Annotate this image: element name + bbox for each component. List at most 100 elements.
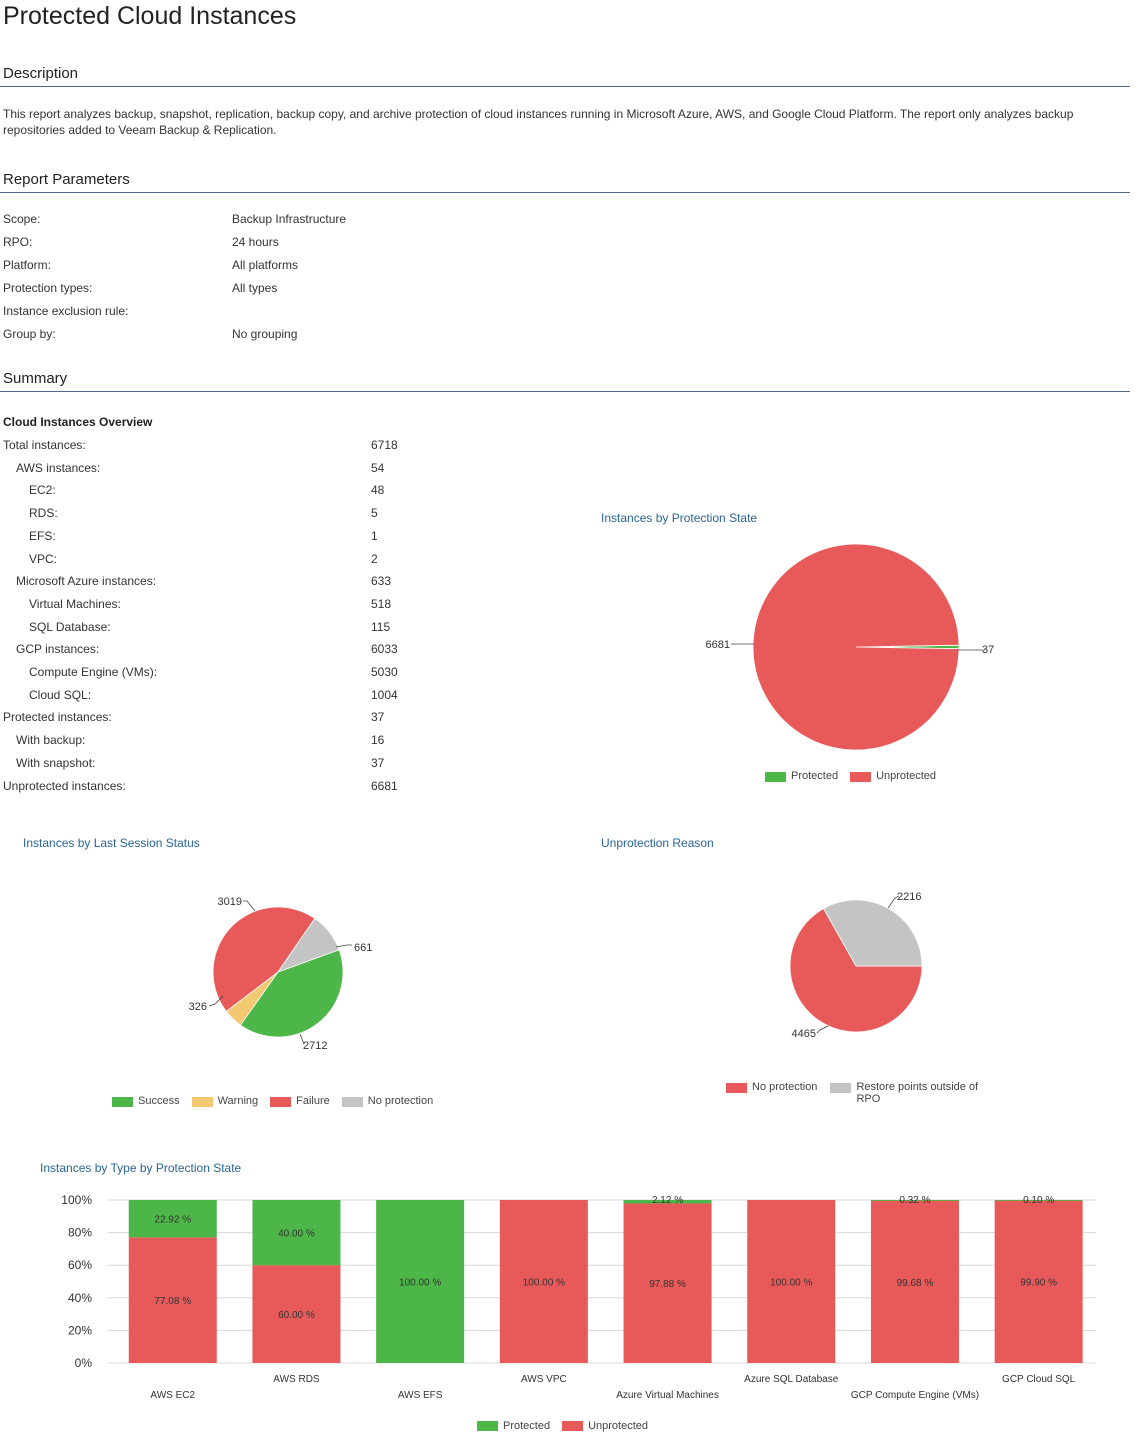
legend-item-restore-points-outside-of-rpo: Restore points outside of RPO — [830, 1081, 986, 1105]
overview-row-value: 2 — [371, 551, 378, 566]
y-tick-label: 80% — [68, 1226, 92, 1240]
bar-segment-protected — [128, 1200, 217, 1238]
page-title: Protected Cloud Instances — [3, 2, 297, 30]
overview-row-label: With snapshot: — [16, 755, 96, 770]
pie-slice-no-protection — [276, 917, 340, 973]
pie-slice-no-protection — [789, 907, 923, 1033]
parameter-label: Instance exclusion rule: — [3, 304, 129, 318]
legend-label: Protected — [791, 770, 839, 782]
pie-label-leader — [243, 900, 256, 912]
unprotection-reason-pie-chart: 4465 2216 — [789, 891, 923, 1040]
y-tick-label: 20% — [68, 1323, 92, 1337]
legend-item-warning: Warning — [191, 1095, 259, 1107]
chart-title-protection-state: Instances by Protection State — [601, 511, 758, 525]
parameter-label: Platform: — [3, 258, 52, 272]
parameter-value: Backup Infrastructure — [232, 212, 347, 226]
description-divider — [0, 86, 1130, 87]
y-tick-label: 0% — [75, 1356, 93, 1370]
overview-row-label: EC2: — [29, 483, 56, 498]
bar-segment-unprotected — [747, 1200, 836, 1363]
bar-data-label: 99.90 % — [1020, 1278, 1057, 1289]
y-tick-label: 60% — [68, 1258, 92, 1272]
bar-data-label: 100.00 % — [523, 1278, 565, 1289]
bar-segment-unprotected — [499, 1200, 588, 1363]
parameter-label: Group by: — [3, 327, 56, 341]
parameters-divider — [0, 192, 1130, 193]
x-category-label: Azure Virtual Machines — [616, 1390, 719, 1401]
legend-swatch — [341, 1097, 363, 1107]
y-tick-label: 100% — [61, 1193, 92, 1207]
overview-row-value: 1004 — [371, 687, 398, 702]
pie-data-label: 4465 — [792, 1028, 816, 1040]
overview-row-value: 54 — [371, 460, 385, 475]
last-session-pie-chart: 2712 326 3019 661 — [189, 896, 373, 1052]
overview-row-label: Compute Engine (VMs): — [29, 665, 158, 679]
pie-label-leader — [335, 944, 352, 948]
chart-title-type-by-state: Instances by Type by Protection State — [40, 1161, 242, 1175]
legend-label: Restore points outside of RPO — [856, 1081, 979, 1105]
last-session-legend: Success Warning Failure No protection — [112, 1095, 445, 1109]
bar-segment-unprotected — [870, 1200, 959, 1363]
pie-label-leader — [887, 895, 900, 909]
pie-slice-success — [239, 949, 344, 1038]
legend-swatch — [477, 1421, 498, 1431]
overview-row-label: GCP instances: — [16, 642, 100, 657]
bar-data-label: 2.12 % — [652, 1195, 683, 1206]
overview-row-label: SQL Database: — [29, 619, 111, 634]
bar-data-label: 97.88 % — [649, 1279, 686, 1290]
legend-swatch — [270, 1097, 292, 1107]
overview-row-label: EFS: — [29, 528, 56, 543]
bar-segment-unprotected — [623, 1203, 712, 1363]
bar-data-label: 77.08 % — [154, 1296, 191, 1307]
pie-data-label: 326 — [189, 1001, 207, 1013]
overview-row-value: 16 — [371, 733, 385, 748]
unprotection-reason-legend: No protection Restore points outside of R… — [726, 1081, 999, 1105]
legend-item-unprotected: Unprotected — [562, 1420, 648, 1432]
bar-segment-protected — [623, 1200, 712, 1204]
pie-data-label: 37 — [982, 644, 994, 656]
bar-segment-protected — [252, 1200, 341, 1266]
overview-row-value: 37 — [371, 710, 385, 725]
parameter-label: Protection types: — [3, 281, 93, 295]
bar-segment-protected — [376, 1200, 465, 1363]
legend-swatch — [726, 1083, 747, 1093]
legend-item-no-protection: No protection — [341, 1095, 433, 1107]
bar-segment-protected — [994, 1200, 1083, 1201]
x-category-label: AWS EFS — [398, 1390, 443, 1401]
legend-item-protected: Protected — [477, 1420, 550, 1432]
bar-data-label: 100.00 % — [770, 1278, 812, 1289]
legend-swatch — [830, 1083, 852, 1093]
legend-item-failure: Failure — [270, 1095, 330, 1107]
legend-swatch — [112, 1097, 133, 1107]
x-category-label: Azure SQL Database — [744, 1374, 839, 1385]
overview-row-label: Cloud SQL: — [29, 687, 92, 702]
overview-row-value: 5030 — [371, 665, 398, 679]
legend-label: No protection — [752, 1081, 818, 1093]
overview-heading: Cloud Instances Overview — [3, 415, 153, 429]
pie-label-leader — [299, 1033, 305, 1045]
overview-row-label: With backup: — [16, 733, 86, 748]
parameter-value: 24 hours — [232, 235, 279, 249]
bar-segment-unprotected — [252, 1265, 341, 1363]
description-heading: Description — [3, 65, 79, 82]
protection-state-legend: Protected Unprotected — [765, 770, 948, 784]
legend-label: Warning — [217, 1095, 259, 1107]
overview-row-value: 1 — [371, 528, 378, 543]
overview-row-label: Unprotected instances: — [3, 778, 126, 793]
parameter-label: RPO: — [3, 235, 33, 249]
chart-title-unprotection-reason: Unprotection Reason — [601, 836, 714, 850]
x-category-label: GCP Compute Engine (VMs) — [851, 1390, 979, 1401]
bar-data-label: 0.32 % — [899, 1195, 930, 1206]
bar-segment-unprotected — [128, 1237, 217, 1363]
parameter-value: No grouping — [232, 327, 298, 341]
pie-data-label: 6681 — [706, 639, 730, 651]
pie-data-label: 2712 — [303, 1040, 327, 1052]
pie-data-label: 2216 — [897, 891, 921, 903]
legend-label: Unprotected — [876, 770, 937, 782]
bar-segment-protected — [870, 1200, 959, 1201]
overview-row-value: 6681 — [371, 778, 398, 793]
overview-row-value: 48 — [371, 483, 385, 498]
legend-swatch — [191, 1097, 213, 1107]
x-category-label: GCP Cloud SQL — [1002, 1374, 1076, 1385]
overview-row-value: 6718 — [371, 438, 398, 452]
